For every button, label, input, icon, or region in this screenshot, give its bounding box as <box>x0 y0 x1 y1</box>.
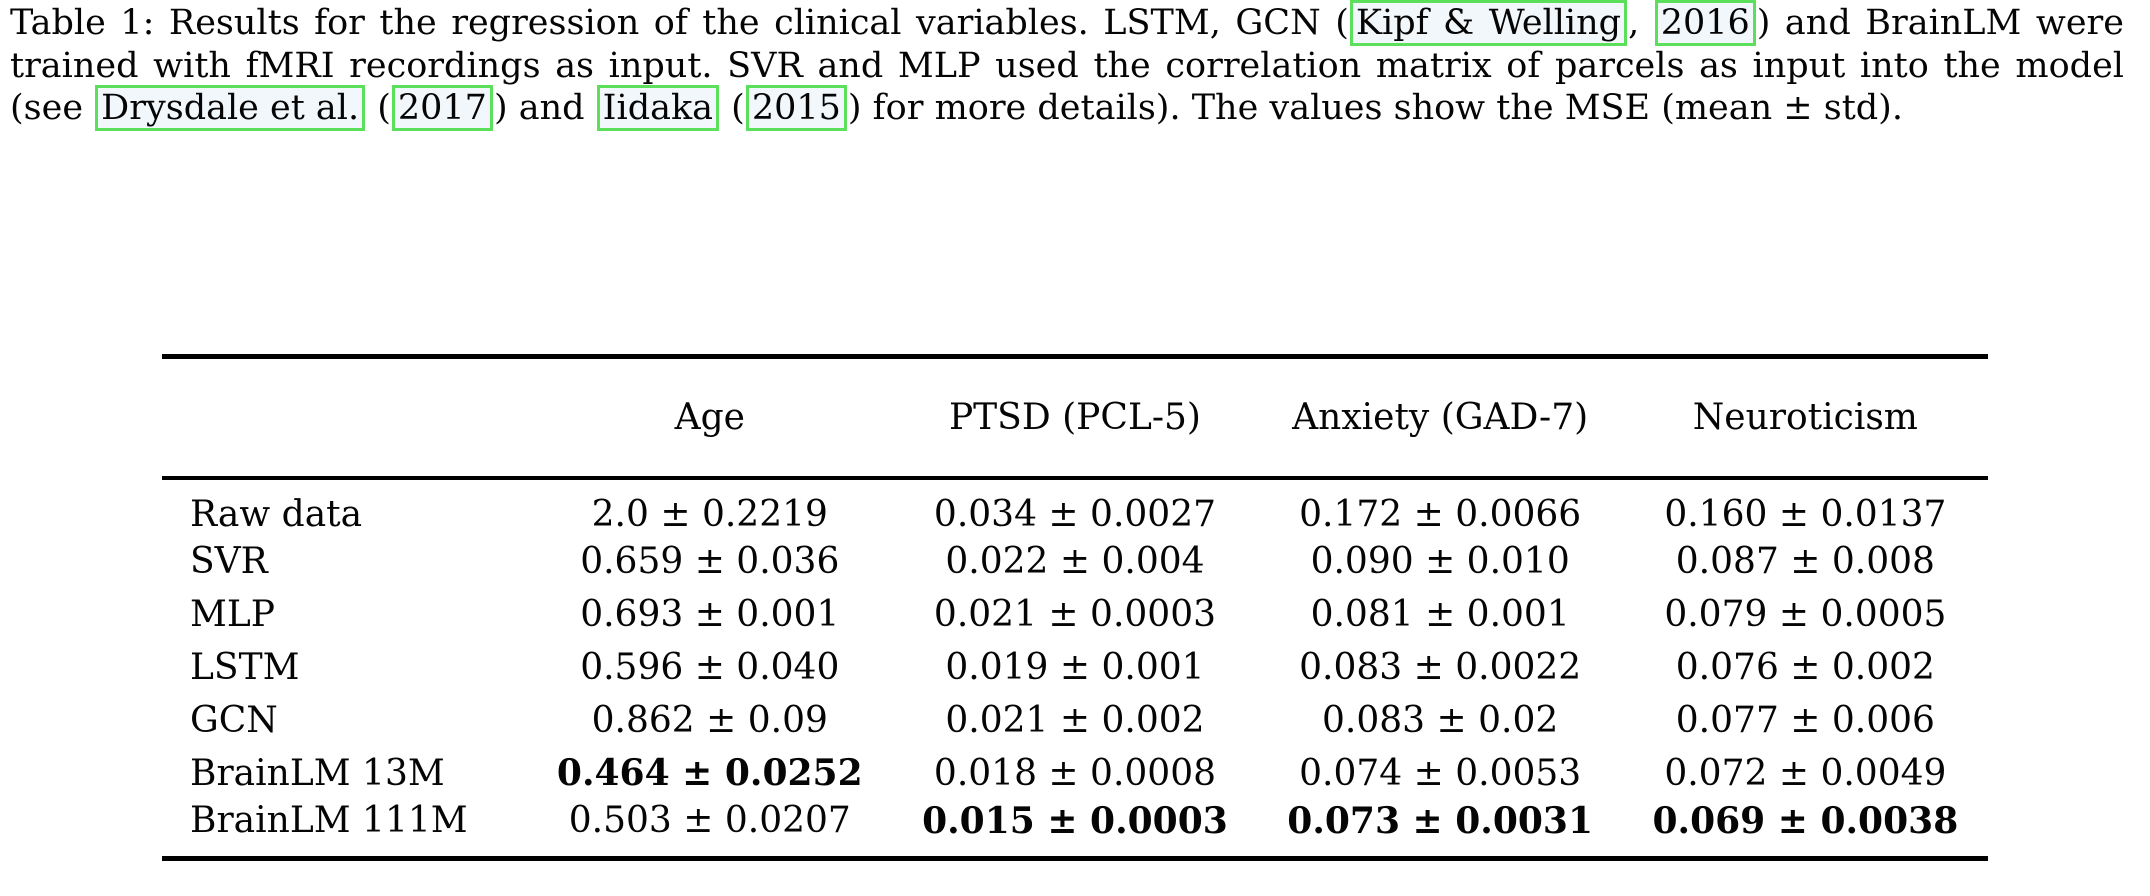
table-cell: 0.069 ± 0.0038 <box>1652 799 1959 842</box>
cite-link-year-2015[interactable]: 2015 <box>745 85 847 131</box>
caption-segment: ( <box>366 88 391 128</box>
table-caption: Table 1: Results for the regression of t… <box>10 0 2124 131</box>
table-row-brainlm-13m: BrainLM 13M 0.464 ± 0.0252 0.018 ± 0.000… <box>162 747 1988 800</box>
table-cell: 0.077 ± 0.006 <box>1675 699 1935 741</box>
table-cell: 0.076 ± 0.002 <box>1675 646 1935 688</box>
table-row-raw-data: Raw data 2.0 ± 0.2219 0.034 ± 0.0027 0.1… <box>162 478 1988 535</box>
row-label: Raw data <box>190 493 363 535</box>
table-row-mlp: MLP 0.693 ± 0.001 0.021 ± 0.0003 0.081 ±… <box>162 588 1988 641</box>
table-cell: 2.0 ± 0.2219 <box>591 493 828 535</box>
row-label: SVR <box>190 540 268 582</box>
cite-link-year-2017[interactable]: 2017 <box>391 85 493 131</box>
table-cell: 0.172 ± 0.0066 <box>1299 493 1582 535</box>
table-cell: 0.503 ± 0.0207 <box>568 800 851 841</box>
row-label: BrainLM 111M <box>190 800 468 841</box>
table-cell: 0.083 ± 0.02 <box>1322 699 1559 741</box>
table-cell: 0.659 ± 0.036 <box>580 540 840 582</box>
table-row-svr: SVR 0.659 ± 0.036 0.022 ± 0.004 0.090 ± … <box>162 535 1988 588</box>
table-row-brainlm-111m: BrainLM 111M 0.503 ± 0.0207 0.015 ± 0.00… <box>162 800 1988 859</box>
caption-segment: ) for more details). The values show the… <box>847 88 1903 128</box>
table-cell: 0.081 ± 0.001 <box>1310 593 1570 635</box>
table-cell: 0.083 ± 0.0022 <box>1299 646 1582 688</box>
table-cell: 0.087 ± 0.008 <box>1675 540 1935 582</box>
column-header-empty <box>162 357 527 478</box>
table-cell: 0.079 ± 0.0005 <box>1664 593 1947 635</box>
table-cell: 0.072 ± 0.0049 <box>1664 752 1947 794</box>
table-row-lstm: LSTM 0.596 ± 0.040 0.019 ± 0.001 0.083 ±… <box>162 641 1988 694</box>
table-cell: 0.160 ± 0.0137 <box>1664 493 1947 535</box>
results-table: Age PTSD (PCL-5) Anxiety (GAD-7) Neuroti… <box>162 354 1988 861</box>
column-header-age: Age <box>674 396 745 438</box>
results-table-container: Age PTSD (PCL-5) Anxiety (GAD-7) Neuroti… <box>162 354 1988 861</box>
table-cell: 0.693 ± 0.001 <box>580 593 840 635</box>
row-label: BrainLM 13M <box>190 752 445 794</box>
caption-segment: , <box>1628 3 1654 43</box>
table-row-gcn: GCN 0.862 ± 0.09 0.021 ± 0.002 0.083 ± 0… <box>162 694 1988 747</box>
table-cell: 0.034 ± 0.0027 <box>933 493 1216 535</box>
cite-link-drysdale[interactable]: Drysdale et al. <box>95 85 366 131</box>
column-header-ptsd: PTSD (PCL-5) <box>948 396 1201 438</box>
table-cell: 0.464 ± 0.0252 <box>556 752 863 794</box>
table-cell: 0.018 ± 0.0008 <box>933 752 1216 794</box>
column-header-anxiety: Anxiety (GAD-7) <box>1292 396 1589 438</box>
table-header-row: Age PTSD (PCL-5) Anxiety (GAD-7) Neuroti… <box>162 357 1988 478</box>
row-label: MLP <box>190 593 275 635</box>
cite-link-kipf-welling[interactable]: Kipf & Welling <box>1349 0 1628 46</box>
table-cell: 0.021 ± 0.0003 <box>933 593 1216 635</box>
table-cell: 0.073 ± 0.0031 <box>1287 799 1594 842</box>
table-cell: 0.074 ± 0.0053 <box>1299 752 1582 794</box>
cite-link-iidaka[interactable]: Iidaka <box>596 85 720 131</box>
caption-segment: ( <box>720 88 745 128</box>
table-cell: 0.019 ± 0.001 <box>945 646 1205 688</box>
cite-link-year-2016[interactable]: 2016 <box>1654 0 1756 46</box>
caption-segment: ) and BrainLM were trained with fMRI rec… <box>10 3 2124 128</box>
row-label: LSTM <box>190 646 300 688</box>
caption-segment: ) and <box>493 88 596 128</box>
column-header-neuroticism: Neuroticism <box>1692 396 1918 438</box>
table-cell: 0.090 ± 0.010 <box>1310 540 1570 582</box>
row-label: GCN <box>190 699 278 741</box>
table-cell: 0.022 ± 0.004 <box>945 540 1205 582</box>
table-cell: 0.021 ± 0.002 <box>945 699 1205 741</box>
table-cell: 0.015 ± 0.0003 <box>922 799 1228 842</box>
table-cell: 0.596 ± 0.040 <box>580 646 840 688</box>
table-cell: 0.862 ± 0.09 <box>591 699 828 741</box>
caption-segment: Table 1: Results for the regression of t… <box>10 3 1349 43</box>
